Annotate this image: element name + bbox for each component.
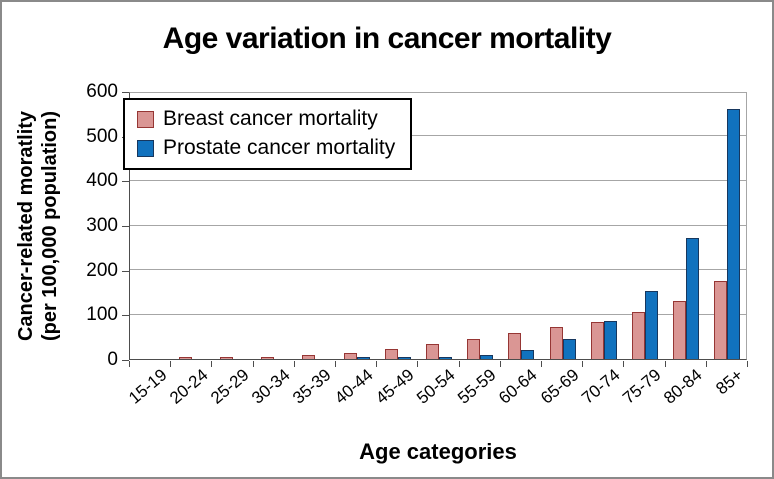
- y-tick-label-300: 300: [86, 215, 118, 236]
- y-tick-label-200: 200: [86, 259, 118, 281]
- x-tick-mark: [376, 361, 377, 367]
- x-tick-mark: [541, 361, 542, 367]
- x-tick-mark: [335, 361, 336, 367]
- legend-label-breast: Breast cancer mortality: [163, 107, 378, 130]
- y-axis-title-line1: Cancer-related moratlity: [15, 110, 37, 342]
- y-tick-label-0: 0: [107, 349, 118, 370]
- legend-swatch-prostate: [137, 139, 154, 157]
- bar-breast-35-39: [302, 355, 316, 359]
- gridline-100: [130, 313, 746, 315]
- x-tick-mark: [294, 361, 295, 367]
- y-tick-mark: [122, 315, 129, 317]
- y-tick-mark: [122, 360, 129, 361]
- x-tick-mark: [459, 361, 460, 367]
- bar-breast-75-79: [632, 312, 645, 359]
- bar-breast-55-59: [467, 339, 481, 359]
- bar-breast-50-54: [426, 344, 439, 359]
- bar-prostate-50-54: [439, 357, 452, 359]
- legend-row-prostate: Prostate cancer mortality: [137, 135, 395, 161]
- y-tick-label-100: 100: [86, 304, 118, 326]
- bar-prostate-85+: [727, 109, 741, 359]
- y-tick-mark: [122, 181, 129, 183]
- bar-prostate-75-79: [645, 291, 658, 359]
- bar-breast-85+: [714, 281, 728, 359]
- legend: Breast cancer mortality Prostate cancer …: [123, 98, 413, 170]
- bar-prostate-65-69: [562, 339, 576, 359]
- bar-breast-60-64: [508, 333, 522, 359]
- bar-breast-65-69: [549, 327, 563, 359]
- bar-prostate-40-44: [356, 357, 370, 359]
- x-tick-mark: [747, 361, 748, 367]
- bar-prostate-60-64: [521, 350, 535, 359]
- y-tick-mark: [122, 92, 129, 93]
- x-tick-mark: [170, 361, 171, 367]
- gridline-400: [130, 179, 746, 181]
- bar-prostate-45-49: [397, 357, 411, 359]
- chart-title: Age variation in cancer mortality: [162, 22, 612, 55]
- y-tick-mark: [122, 270, 129, 272]
- x-axis-title: Age categories: [359, 439, 517, 464]
- x-tick-mark: [417, 361, 418, 367]
- legend-swatch-breast: [137, 110, 154, 128]
- bar-breast-30-34: [261, 357, 275, 359]
- y-tick-label-600: 600: [86, 81, 118, 102]
- gridline-300: [130, 224, 746, 226]
- x-tick-mark: [706, 361, 707, 367]
- bar-breast-45-49: [384, 349, 398, 359]
- x-tick-mark: [500, 361, 501, 367]
- y-tick-label-400: 400: [86, 170, 118, 192]
- bar-breast-25-29: [220, 357, 233, 359]
- x-tick-mark: [253, 361, 254, 367]
- y-tick-label-500: 500: [86, 125, 118, 147]
- y-axis-tick-labels: 0 100 200 300 400 500 600: [58, 81, 118, 370]
- gridline-200: [130, 269, 746, 271]
- x-tick-mark: [623, 361, 624, 367]
- legend-row-breast: Breast cancer mortality: [137, 106, 395, 132]
- bar-breast-80-84: [673, 301, 687, 359]
- bar-breast-70-74: [590, 322, 604, 359]
- y-axis-title: Cancer-related moratlity (per 100,000 po…: [14, 11, 62, 441]
- x-tick-mark: [582, 361, 583, 367]
- bar-prostate-55-59: [480, 355, 494, 359]
- legend-label-prostate: Prostate cancer mortality: [163, 136, 396, 159]
- y-tick-mark: [122, 226, 129, 227]
- bar-prostate-70-74: [603, 321, 617, 359]
- x-tick-mark: [665, 361, 666, 367]
- bar-breast-20-24: [178, 357, 192, 359]
- bar-breast-40-44: [343, 353, 357, 359]
- x-tick-mark: [211, 361, 212, 367]
- bar-prostate-80-84: [686, 238, 700, 359]
- x-tick-mark: [129, 361, 130, 367]
- gridline-500: [130, 135, 746, 137]
